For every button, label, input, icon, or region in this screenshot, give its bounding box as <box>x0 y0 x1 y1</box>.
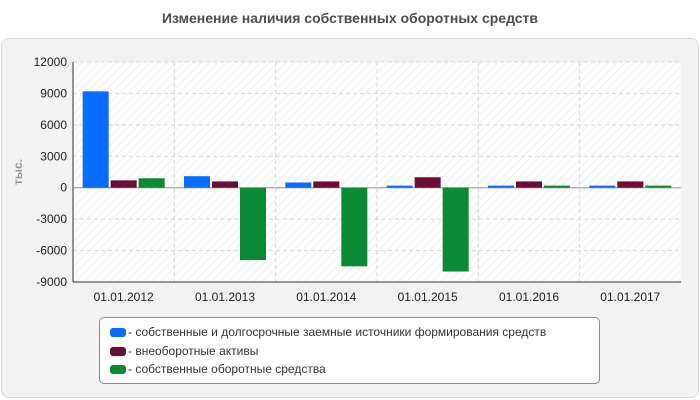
y-tick-label: -9000 <box>36 275 67 289</box>
plot-area <box>73 62 681 282</box>
chart-legend: - собственные и долгосрочные заемные ист… <box>99 317 600 384</box>
bar <box>589 185 616 188</box>
legend-item-working-capital: - собственные оборотные средства <box>110 361 326 377</box>
legend-item-fixed-assets: - внеоборотные активы <box>110 343 258 359</box>
legend-swatch-working-capital <box>110 364 126 374</box>
bar <box>442 187 469 272</box>
y-tick-label: 3000 <box>40 149 67 163</box>
bar <box>285 182 312 188</box>
y-tick-label: 9000 <box>40 86 67 100</box>
bar <box>212 181 238 188</box>
y-tick-label: 6000 <box>40 118 67 132</box>
bar <box>82 91 109 188</box>
y-tick-label: -6000 <box>36 244 67 258</box>
bar <box>240 187 266 260</box>
legend-swatch-sources <box>110 327 126 337</box>
bar <box>341 187 368 267</box>
x-tick-label: 01.01.2013 <box>195 290 255 304</box>
bar <box>414 177 441 188</box>
y-tick-label: 0 <box>60 181 67 195</box>
y-tick-label: -3000 <box>36 212 67 226</box>
legend-label-fixed-assets: - внеоборотные активы <box>128 344 259 358</box>
legend-swatch-fixed-assets <box>110 346 126 356</box>
x-tick-label: 01.01.2017 <box>600 290 660 304</box>
x-tick-label: 01.01.2012 <box>94 290 154 304</box>
x-tick-label: 01.01.2016 <box>499 290 559 304</box>
y-tick-label: 12000 <box>34 55 68 69</box>
bar <box>313 181 340 188</box>
bar <box>110 180 137 188</box>
y-axis-label: тыс. <box>11 159 25 185</box>
bar <box>544 185 570 188</box>
bar <box>645 185 672 188</box>
bar <box>617 181 644 188</box>
bar <box>516 181 542 188</box>
legend-label-working-capital: - собственные оборотные средства <box>128 362 326 376</box>
x-tick-label: 01.01.2015 <box>398 290 458 304</box>
legend-item-sources: - собственные и долгосрочные заемные ист… <box>110 324 546 340</box>
x-tick-label: 01.01.2014 <box>296 290 356 304</box>
legend-label-sources: - собственные и долгосрочные заемные ист… <box>128 325 547 339</box>
bar <box>184 176 210 188</box>
bar <box>138 178 165 188</box>
bar <box>386 185 413 188</box>
chart-title: Изменение наличия собственных оборотных … <box>161 10 539 26</box>
bar <box>488 185 514 188</box>
